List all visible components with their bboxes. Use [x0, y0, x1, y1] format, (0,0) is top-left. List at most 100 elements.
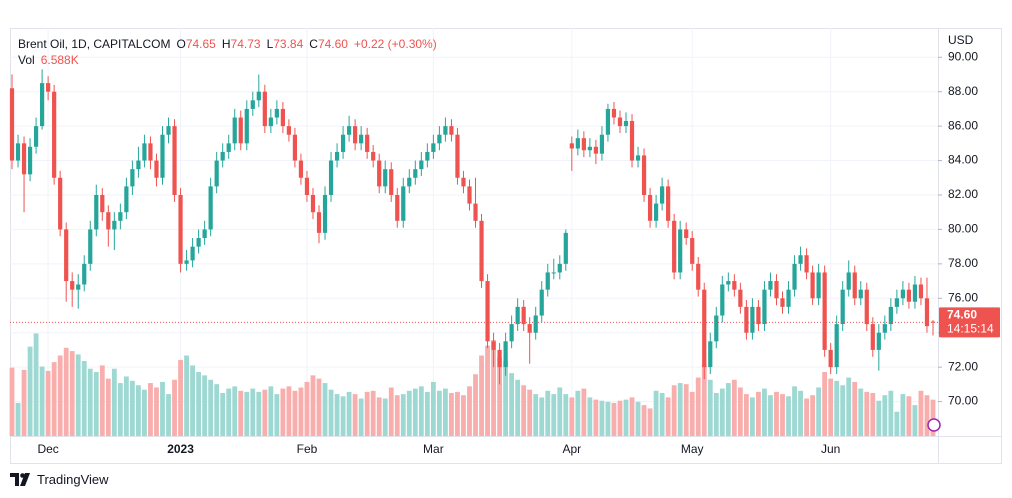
candle-body [21, 143, 27, 175]
volume-bar [394, 395, 400, 436]
volume-bar [455, 391, 460, 436]
candle-body [798, 255, 803, 264]
candle-body [340, 134, 346, 152]
candle-body [810, 272, 815, 299]
volume-bar [220, 392, 226, 436]
candle-body [202, 229, 207, 239]
volume-bar [364, 391, 370, 436]
event-marker[interactable] [927, 418, 941, 432]
candle-body [322, 194, 328, 233]
volume-bar [689, 391, 695, 436]
candle-body [485, 281, 490, 342]
candle-body [377, 160, 382, 187]
volume-bar [749, 397, 755, 436]
volume-bar [743, 394, 749, 436]
ohlc-key: L [266, 37, 274, 51]
volume-bar [918, 390, 924, 436]
candle-body [744, 306, 749, 333]
volume-bar [376, 397, 382, 436]
y-tick-label: 86.00 [948, 118, 978, 132]
candle-body [292, 134, 298, 161]
candle-body [557, 263, 562, 273]
volume-bar [268, 386, 274, 436]
last-price-label: 74.60 [947, 308, 977, 322]
candle-body [353, 126, 358, 144]
candle-body [918, 284, 924, 299]
candle-body [124, 186, 129, 213]
x-tick-label: May [681, 442, 704, 456]
candle-body [804, 255, 809, 273]
volume-bar [274, 394, 280, 436]
candle-body [226, 143, 231, 152]
volume-bar [611, 402, 617, 436]
volume-layer [9, 333, 936, 436]
volume-bar [798, 390, 803, 436]
branding[interactable]: TradingView [10, 472, 109, 487]
candle-body [629, 120, 635, 161]
volume-bar [876, 400, 882, 436]
candle-body [136, 160, 141, 170]
candle-body [533, 315, 538, 333]
candle-body [184, 260, 189, 264]
candle-body [88, 229, 93, 264]
ohlc-key: H [221, 37, 231, 51]
y-tick-label: 80.00 [948, 222, 978, 236]
candle-body [641, 155, 647, 195]
volume-bar [762, 388, 767, 436]
candle-body [660, 186, 665, 204]
candle-body [437, 134, 442, 144]
y-tick-label: 76.00 [948, 290, 978, 304]
candle-body [792, 263, 797, 290]
candle-body [930, 321, 936, 323]
volume-bar [250, 388, 256, 436]
volume-bar [166, 394, 171, 436]
volume-bar [713, 392, 719, 436]
candle-body [846, 272, 851, 290]
volume-bar [298, 387, 304, 436]
x-tick-label: Feb [297, 442, 318, 456]
volume-bar [99, 365, 105, 436]
candle-body [371, 151, 376, 161]
candle-body [455, 134, 460, 178]
candle-body [383, 169, 388, 187]
candle-body [912, 284, 918, 302]
candle-body [786, 289, 791, 307]
volume-bar [304, 381, 310, 436]
candle-body [834, 324, 839, 368]
volume-bar [21, 369, 27, 436]
ohlc-value: 74.65 [185, 37, 216, 51]
volume-bar [190, 365, 196, 436]
candle-body [906, 289, 912, 302]
volume-bar [142, 389, 147, 436]
candle-body [46, 83, 51, 92]
volume-bar [111, 368, 117, 436]
candle-body [256, 91, 261, 101]
y-tick-label: 84.00 [948, 153, 978, 167]
candle-body [166, 126, 171, 135]
volume-bar [780, 394, 785, 436]
candle-body [286, 126, 292, 135]
volume-bar [882, 395, 888, 436]
volume-bar [731, 379, 737, 436]
volume-bar [509, 373, 515, 436]
volume-bar [346, 391, 352, 436]
candle-body [33, 126, 39, 147]
volume-bar [178, 359, 183, 436]
volume-bar [792, 386, 797, 436]
candle-body [647, 194, 653, 221]
candle-body [100, 194, 105, 213]
volume-bar [533, 394, 539, 436]
volume-bar [160, 381, 165, 436]
x-tick-label: Jun [821, 442, 840, 456]
volume-bar [81, 361, 87, 436]
candle-body [816, 272, 821, 299]
candle-body [268, 117, 273, 127]
volume-bar [786, 396, 791, 436]
candle-body [467, 186, 472, 204]
candle-body [888, 306, 893, 325]
candle-body [503, 341, 508, 368]
candle-body [750, 306, 755, 333]
y-tick-label: 90.00 [948, 49, 978, 63]
volume-bar [774, 391, 779, 436]
candle-body [666, 186, 671, 221]
